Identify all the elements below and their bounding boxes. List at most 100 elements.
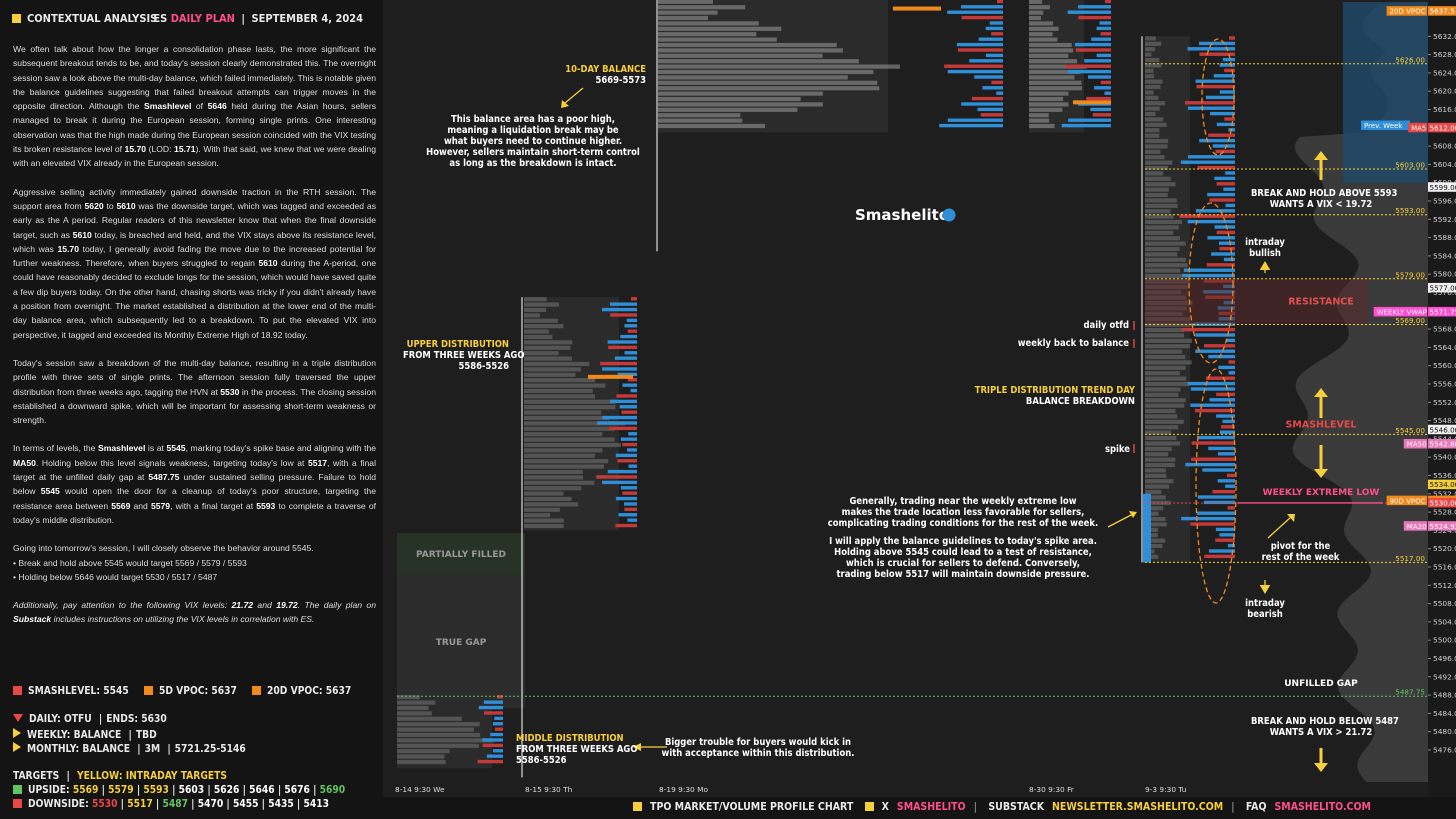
session-815-volume-bar [620, 334, 637, 339]
session-815-tpo-row [524, 421, 626, 426]
session-815-volume-bar [609, 426, 637, 431]
x-handle-link[interactable]: SMASHELITO [896, 801, 966, 813]
session-93-volume-bar [1212, 489, 1235, 494]
session-93-volume-bar [1190, 403, 1235, 407]
session-819-volume-bar [977, 107, 1003, 112]
arrow-weekly-extreme-shaft [1107, 513, 1134, 528]
paragraph-5-text: Going into tomorrow's session, I will cl… [13, 543, 314, 554]
session-93-tpo-row [1145, 387, 1181, 392]
session-93-tpo-row [1145, 392, 1179, 397]
arrow-up-bullish-head [1259, 261, 1271, 270]
legend-vpoc-row: SMASHLEVEL: 5545 5D VPOC: 5637 20D VPOC:… [13, 686, 363, 697]
session-815-volume-bar [622, 491, 637, 495]
session-93-volume-bar [1227, 473, 1235, 478]
balance10-note-1: This balance area has a poor high, [451, 114, 615, 125]
y-tick-label: 5548.00 [1433, 416, 1456, 425]
session-815-tpo-row [524, 394, 595, 399]
session-830-volume-bar [1087, 75, 1111, 79]
faq-link[interactable]: SMASHELITO.COM [1274, 801, 1371, 813]
downside-target: 5455 [232, 799, 259, 810]
session-830-tpo-row [1029, 0, 1043, 4]
pipe: | [137, 744, 141, 755]
session-830-tpo-row [1029, 21, 1054, 26]
session-93-volume-bar [1180, 160, 1235, 164]
session-93-volume-bar [1181, 327, 1235, 332]
y-tick-label: 5624.00 [1433, 68, 1456, 77]
price-tag-value: 5546.00 [1430, 425, 1456, 434]
y-tick-label: 5476.00 [1433, 745, 1456, 754]
session-93-volume-bar [1217, 479, 1235, 483]
substack-link[interactable]: NEWSLETTER.SMASHELITO.COM [1052, 801, 1224, 813]
session-819-volume-bar [997, 0, 1003, 4]
session-819-tpo-row [658, 5, 746, 10]
intraday-bullish-label: intraday bullish [1240, 237, 1290, 259]
session-93-tpo-row [1145, 446, 1172, 451]
session-819-volume-bar [961, 102, 1003, 106]
vpoc20-text: 20D VPOC: 5637 [267, 686, 352, 697]
analysis-panel: CONTEXTUAL ANALYSIS ES DAILY PLAN | SEPT… [0, 0, 383, 819]
price-tag-label: Prev. Week [1364, 122, 1403, 130]
apply-note-2: Holding above 5545 could lead to a test … [834, 547, 1092, 558]
session-830-volume-bar [1090, 107, 1111, 112]
balance-guidelines-note: I will apply the balance guidelines to t… [823, 536, 1103, 580]
session-93-volume-bar [1187, 106, 1235, 110]
session-93-volume-bar [1199, 41, 1235, 46]
session-93-volume-bar [1219, 533, 1235, 537]
verified-badge-icon [942, 208, 956, 222]
session-819-volume-bar [974, 75, 1003, 79]
session-93-tpo-row [1145, 263, 1188, 268]
session-830-tpo-row [1029, 10, 1044, 15]
session-93-volume-bar [1219, 246, 1235, 251]
session-815-tpo-row [524, 513, 551, 518]
session-93-volume-bar [1204, 554, 1235, 559]
partially-filled-box [397, 533, 525, 575]
session-814-volume-bar [490, 732, 503, 737]
session-93-volume-bar [1208, 549, 1235, 553]
session-815-volume-bar [610, 313, 637, 317]
session-815-volume-bar [630, 388, 637, 393]
arrow-weekly-extreme-head [1129, 511, 1137, 518]
price-tag-label: WEEKLY VWAP [1377, 309, 1427, 317]
weekly-end-text: TBD [135, 730, 157, 741]
session-815-tpo-row [524, 486, 582, 491]
session-815-tpo-row [524, 464, 604, 469]
session-93-tpo-row [1145, 349, 1182, 354]
session-815-volume-bar [620, 437, 637, 441]
session-93-volume-bar [1185, 462, 1235, 467]
balance10-range: 5669-5573 [595, 75, 646, 86]
balance10-note-2: meaning a liquidation break may be [447, 125, 619, 136]
session-814-volume-bar [478, 705, 503, 710]
session-819-volume-bar [996, 91, 1003, 95]
session-815-tpo-row [524, 480, 595, 485]
price-tag [1428, 182, 1456, 192]
session-830-tpo-row [1029, 48, 1074, 53]
session-814-volume-bar [477, 759, 503, 764]
upside-target: 5626 [213, 785, 240, 796]
section-title: CONTEXTUAL ANALYSIS [27, 12, 158, 25]
session-815-tpo-row [524, 523, 564, 529]
y-tick-label: 5532.00 [1433, 489, 1456, 498]
tpo-chart: PARTIALLY FILLED TRUE GAP RESISTANCE SMASHL… [383, 0, 1456, 797]
session-819-volume-bar [978, 37, 1003, 41]
session-815-volume-bar [622, 383, 637, 387]
session-93-volume-bar [1199, 52, 1235, 56]
session-815-volume-bar [600, 361, 637, 366]
break-above-label: BREAK AND HOLD ABOVE 5593 WANTS A VIX < … [1251, 188, 1397, 210]
legend-20d-vpoc: 20D VPOC: 5637 [252, 686, 351, 697]
session-814-tpo-row [397, 754, 445, 759]
resistance-zone [1145, 278, 1368, 325]
middle-title: MIDDLE DISTRIBUTION [516, 733, 624, 744]
vpoc5-text: 5D VPOC: 5637 [158, 686, 237, 697]
session-819-volume-bar [969, 59, 1003, 63]
session-830-tpo-row [1029, 123, 1055, 129]
y-tick-label: 5584.00 [1433, 251, 1456, 260]
session-815-tpo-row [524, 399, 616, 404]
session-93-volume-bar [1225, 171, 1235, 175]
session-93-tpo-row [1145, 236, 1180, 241]
panel-header: CONTEXTUAL ANALYSIS ES DAILY PLAN | SEPT… [12, 12, 375, 28]
footer-x-label: X [881, 801, 889, 813]
session-93-tpo-row [1145, 371, 1180, 376]
session-814-volume-bar [494, 716, 503, 721]
session-815-tpo-row [524, 496, 572, 502]
chart-svg: PARTIALLY FILLED TRUE GAP RESISTANCE SMASHL… [395, 0, 1456, 797]
